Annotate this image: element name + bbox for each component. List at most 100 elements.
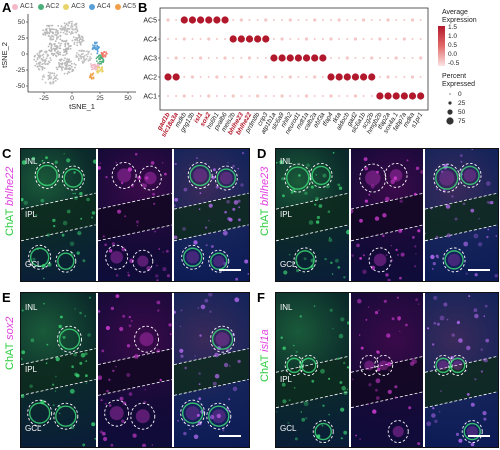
chat-cell: [450, 357, 466, 374]
tsne-cell: [45, 28, 48, 30]
expression-dot: [286, 54, 294, 62]
panel-letter-b: B: [138, 0, 148, 15]
tsne-cell: [82, 52, 84, 55]
signal-speckle: [199, 334, 203, 337]
expression-dot: [346, 38, 349, 40]
signal-speckle: [484, 358, 489, 363]
signal-speckle: [337, 266, 341, 269]
tsne-cell: [89, 56, 91, 58]
scale-bar: [218, 435, 241, 437]
tsne-cell: [79, 41, 82, 44]
cell-outline: [130, 402, 155, 430]
expression-dot: [378, 76, 381, 78]
tsne-legend-item: AC2: [37, 3, 59, 10]
expression-dot: [304, 37, 309, 41]
expression-dot: [262, 35, 270, 43]
tsne-cell: [73, 41, 76, 44]
tsne-cell: [51, 72, 54, 75]
signal-speckle: [120, 419, 125, 423]
tsne-cell: [59, 53, 62, 56]
expression-dot: [248, 19, 251, 21]
signal-speckle: [162, 267, 167, 272]
chat-cell: [311, 165, 331, 186]
signal-speckle: [374, 311, 378, 315]
ipl-band: [350, 356, 424, 408]
signal-speckle: [391, 317, 395, 321]
signal-speckle: [355, 243, 360, 248]
tsne-cell: [74, 23, 77, 26]
signal-speckle: [340, 437, 343, 440]
expression-dot: [346, 95, 349, 97]
signal-speckle: [205, 226, 208, 229]
expression-dot: [247, 56, 252, 60]
signal-speckle: [360, 346, 364, 350]
signal-speckle: [374, 216, 379, 221]
signal-speckle: [478, 217, 481, 220]
signal-speckle: [86, 197, 90, 202]
tsne-cell: [80, 49, 82, 52]
expression-dot: [402, 37, 406, 41]
chat-cell: [463, 422, 482, 441]
signal-speckle: [72, 192, 74, 195]
signal-speckle: [384, 273, 389, 277]
signal-speckle: [197, 413, 201, 417]
tsne-cell: [51, 24, 53, 27]
signal-speckle: [151, 444, 153, 446]
tsne-cell: [51, 35, 54, 38]
signal-speckle: [166, 274, 170, 278]
tsne-cell: [38, 63, 40, 65]
expression-dot: [166, 18, 170, 22]
signal-speckle: [433, 295, 438, 300]
tsne-cell: [76, 44, 79, 47]
signal-speckle: [105, 325, 110, 331]
ipl-band: [97, 348, 173, 396]
signal-speckle: [21, 350, 26, 355]
signal-speckle: [23, 200, 28, 205]
expression-dot: [182, 37, 186, 41]
tsne-cell: [74, 66, 76, 69]
tsne-cell: [44, 60, 46, 63]
ipl-band: [425, 356, 498, 408]
expression-dot: [199, 56, 203, 60]
tsne-cell: [67, 48, 70, 50]
signal-speckle: [414, 253, 417, 255]
expression-dot: [221, 16, 229, 24]
tsne-cell: [55, 28, 57, 31]
tsne-cell: [66, 33, 68, 36]
marker-signal: [139, 332, 154, 347]
signal-speckle: [156, 300, 160, 305]
tsne-cell: [80, 57, 83, 60]
signal-speckle: [358, 257, 362, 260]
signal-speckle: [483, 417, 487, 421]
signal-speckle: [123, 215, 126, 218]
signal-speckle: [400, 252, 405, 257]
signal-speckle: [46, 233, 50, 237]
tsne-cell: [38, 65, 40, 68]
signal-speckle: [174, 235, 178, 240]
signal-speckle: [385, 333, 391, 338]
expression-dot: [362, 38, 365, 40]
tsne-cell: [86, 50, 88, 53]
signal-speckle: [413, 245, 417, 248]
signal-speckle: [234, 297, 240, 303]
tsne-cell: [87, 53, 89, 55]
signal-speckle: [416, 442, 420, 446]
tsne-cell: [45, 57, 48, 60]
expression-dot: [362, 18, 366, 22]
legend-dot: [114, 3, 121, 10]
panel-e-side-label: ChAT sox2: [4, 316, 16, 370]
tsne-cell: [102, 59, 105, 62]
expression-dot: [394, 56, 398, 60]
signal-speckle: [329, 308, 333, 312]
tsne-cell: [90, 65, 93, 67]
tsne-cell: [82, 39, 85, 42]
expression-dot: [264, 95, 267, 97]
signal-speckle: [53, 225, 56, 228]
tsne-cell: [36, 58, 39, 61]
tsne-cell: [35, 60, 37, 63]
signal-speckle: [471, 402, 476, 407]
expression-dot: [223, 56, 227, 60]
signal-speckle: [105, 389, 109, 393]
expression-dot: [311, 54, 319, 62]
tsne-cell: [55, 34, 58, 37]
